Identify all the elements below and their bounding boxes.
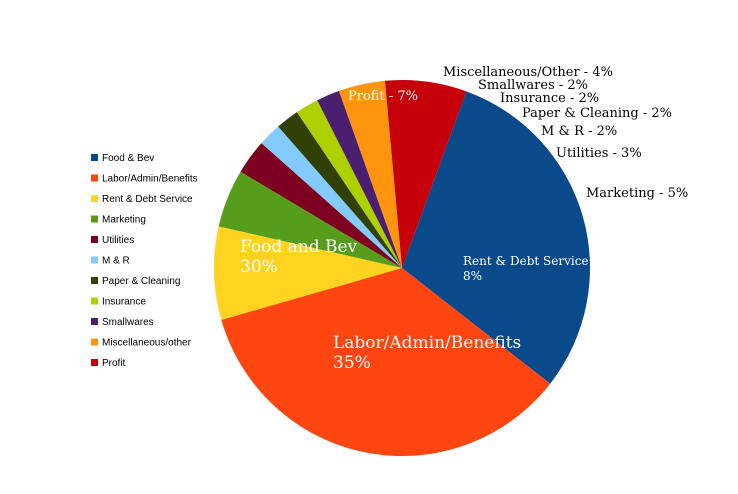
slice-label-marketing: Marketing - 5%: [586, 186, 688, 201]
slice-label-insurance: Insurance - 2%: [500, 91, 599, 106]
legend: Food & Bev Labor/Admin/Benefits Rent & Deb…: [91, 153, 198, 369]
legend-swatch-food-bev: [91, 154, 98, 161]
pie-slices: [213, 79, 590, 457]
legend-label-utilities: Utilities: [102, 235, 134, 246]
slice-label-paper-cleaning: Paper & Cleaning - 2%: [522, 106, 672, 121]
legend-label-food-bev: Food & Bev: [102, 153, 154, 164]
legend-swatch-paper-cleaning: [91, 277, 98, 284]
slice-percent-labor-admin-benefits: 35%: [333, 353, 371, 373]
slice-profit: [384, 79, 467, 269]
slice-label-utilities: Utilities - 3%: [556, 146, 642, 161]
legend-label-profit: Profit: [102, 358, 126, 369]
legend-label-insurance: Insurance: [102, 297, 146, 308]
legend-swatch-insurance: [91, 297, 98, 305]
legend-swatch-miscellaneous-other: [91, 338, 98, 346]
legend-label-m-r: M & R: [102, 256, 130, 267]
slice-food-bev: [402, 91, 590, 384]
legend-label-rent-debt-service: Rent & Debt Service: [102, 194, 193, 205]
legend-swatch-marketing: [91, 215, 98, 223]
slice-percent-food-bev: 30%: [240, 257, 278, 277]
legend-swatch-m-r: [91, 256, 98, 264]
slice-label-profit: Profit - 7%: [348, 89, 418, 104]
legend-label-miscellaneous-other: Miscellaneous/other: [102, 338, 192, 349]
slice-rent-debt-service: [213, 226, 402, 320]
slice-label-m-r: M & R - 2%: [541, 124, 617, 139]
slice-miscellaneous-other: [338, 80, 402, 269]
slice-label-miscellaneous-other: Miscellaneous/Other - 4%: [443, 65, 613, 80]
slice-label-rent-debt-service: Rent & Debt Service: [463, 254, 589, 268]
slice-m-r: [261, 126, 402, 268]
slice-utilities: [240, 143, 402, 268]
slice-insurance: [296, 100, 402, 268]
legend-label-labor-admin-benefits: Labor/Admin/Benefits: [102, 174, 198, 185]
legend-swatch-profit: [91, 359, 98, 366]
slice-label-food-bev: Food and Bev: [240, 237, 358, 257]
slice-label-labor-admin-benefits: Labor/Admin/Benefits: [333, 333, 521, 353]
legend-swatch-rent-debt-service: [91, 195, 98, 202]
legend-swatch-labor-admin-benefits: [91, 174, 98, 182]
slice-marketing: [218, 171, 402, 268]
slice-labor-admin-benefits: [221, 268, 551, 457]
legend-swatch-utilities: [91, 236, 98, 243]
legend-label-smallwares: Smallwares: [102, 317, 154, 328]
legend-label-marketing: Marketing: [102, 215, 146, 226]
slice-label-smallwares: Smallwares - 2%: [478, 78, 588, 93]
slice-percent-rent-debt-service: 8%: [463, 269, 482, 283]
legend-swatch-smallwares: [91, 318, 98, 325]
slice-smallwares: [317, 90, 402, 268]
slice-paper-cleaning: [278, 112, 402, 268]
legend-label-paper-cleaning: Paper & Cleaning: [102, 276, 180, 287]
